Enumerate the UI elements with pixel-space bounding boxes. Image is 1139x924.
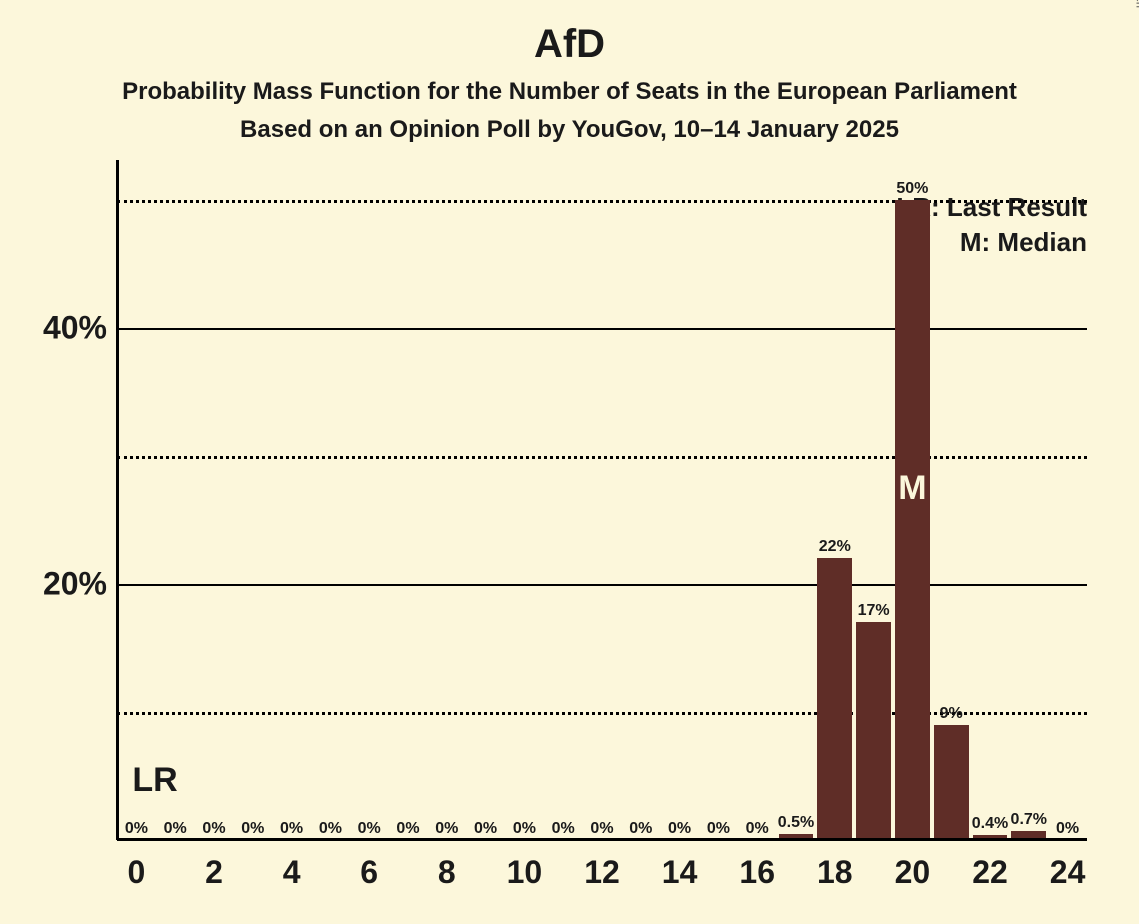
bar-value-label: 0% [358, 820, 381, 840]
plot-area: LR: Last Result M: Median 20%40%0%0%0%0%… [117, 200, 1087, 840]
x-axis-tick-label: 22 [972, 840, 1008, 891]
bar-value-label: 9% [940, 705, 963, 725]
bar: 17% [856, 622, 891, 840]
bar-value-label: 0.5% [778, 814, 814, 834]
bar-value-label: 0% [552, 820, 575, 840]
bar-value-label: 0.4% [972, 815, 1008, 835]
x-axis-tick-label: 20 [895, 840, 931, 891]
chart-subtitle-1: Probability Mass Function for the Number… [0, 78, 1139, 106]
bar-value-label: 0.7% [1011, 811, 1047, 831]
bar-value-label: 50% [896, 180, 928, 200]
bar-value-label: 0% [707, 820, 730, 840]
x-axis-tick-label: 6 [360, 840, 378, 891]
y-axis [116, 160, 119, 840]
bar-value-label: 0% [319, 820, 342, 840]
bar-value-label: 17% [858, 602, 890, 622]
x-axis-tick-label: 10 [507, 840, 543, 891]
x-axis-tick-label: 0 [127, 840, 145, 891]
x-axis-tick-label: 8 [438, 840, 456, 891]
gridline-minor [117, 456, 1087, 459]
chart-subtitle-2: Based on an Opinion Poll by YouGov, 10–1… [0, 116, 1139, 144]
gridline-minor [117, 200, 1087, 203]
gridline-major [117, 584, 1087, 586]
bar-value-label: 0% [668, 820, 691, 840]
bar-value-label: 0% [629, 820, 652, 840]
bar-value-label: 0% [241, 820, 264, 840]
gridline-major [117, 328, 1087, 330]
bar: 50%M [895, 200, 930, 840]
bar: 22% [817, 558, 852, 840]
median-marker: M [898, 469, 926, 508]
bar-value-label: 0% [435, 820, 458, 840]
bar-value-label: 0% [280, 820, 303, 840]
x-axis-tick-label: 2 [205, 840, 223, 891]
bar-value-label: 0% [125, 820, 148, 840]
bar-value-label: 0% [202, 820, 225, 840]
last-result-marker: LR [132, 761, 177, 800]
bar-value-label: 0% [164, 820, 187, 840]
x-axis-tick-label: 24 [1050, 840, 1086, 891]
chart-canvas: © 2025 Filip van Laenen AfD Probability … [0, 0, 1139, 924]
bar-value-label: 0% [396, 820, 419, 840]
bar-value-label: 0% [513, 820, 536, 840]
x-axis-tick-label: 18 [817, 840, 853, 891]
x-axis-tick-label: 4 [283, 840, 301, 891]
bar-value-label: 0% [746, 820, 769, 840]
y-axis-tick-label: 40% [43, 310, 117, 347]
bar-value-label: 0% [1056, 820, 1079, 840]
bar-value-label: 0% [590, 820, 613, 840]
bar: 9% [934, 725, 969, 840]
credit-text: © 2025 Filip van Laenen [1133, 0, 1139, 8]
bar-value-label: 0% [474, 820, 497, 840]
x-axis-tick-label: 16 [739, 840, 775, 891]
chart-title-main: AfD [0, 22, 1139, 67]
y-axis-tick-label: 20% [43, 566, 117, 603]
x-axis-tick-label: 12 [584, 840, 620, 891]
x-axis-tick-label: 14 [662, 840, 698, 891]
bar-value-label: 22% [819, 538, 851, 558]
